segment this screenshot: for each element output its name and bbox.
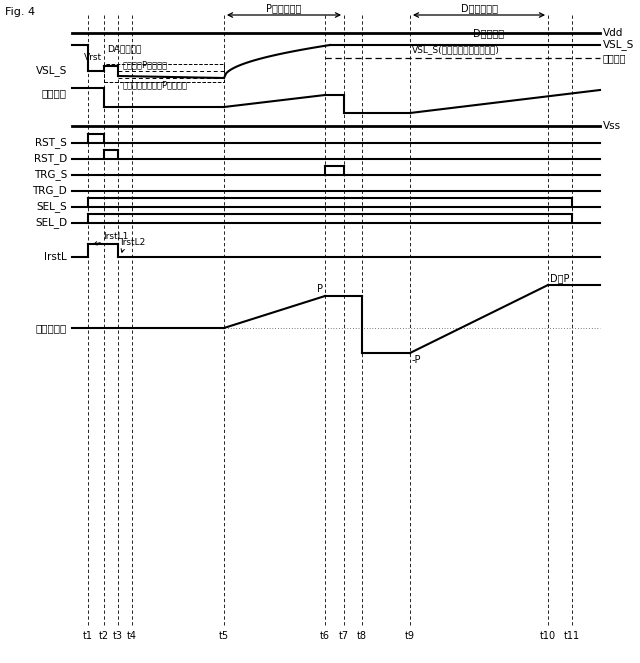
Bar bbox=[104, 64, 224, 82]
Text: t10: t10 bbox=[540, 631, 556, 641]
Text: TRG_D: TRG_D bbox=[32, 186, 67, 196]
Text: VSL_S(動作点調整しない場合): VSL_S(動作点調整しない場合) bbox=[412, 45, 500, 54]
Text: t7: t7 bbox=[339, 631, 349, 641]
Text: t9: t9 bbox=[405, 631, 415, 641]
Text: IrstL1: IrstL1 bbox=[103, 232, 129, 241]
Text: Vdd: Vdd bbox=[603, 28, 623, 38]
Text: RST_S: RST_S bbox=[35, 137, 67, 149]
Text: VSL_S: VSL_S bbox=[36, 66, 67, 76]
Text: t8: t8 bbox=[357, 631, 367, 641]
Text: DA性能改善: DA性能改善 bbox=[107, 44, 141, 53]
Text: t1: t1 bbox=[83, 631, 93, 641]
Text: t11: t11 bbox=[564, 631, 580, 641]
Text: 最適動作P相レベル: 最適動作P相レベル bbox=[123, 60, 168, 69]
Text: t4: t4 bbox=[127, 631, 137, 641]
Text: TRG_S: TRG_S bbox=[34, 170, 67, 180]
Text: P相比較期間: P相比較期間 bbox=[266, 3, 301, 13]
Text: VSL_S: VSL_S bbox=[603, 40, 634, 50]
Text: IrstL2: IrstL2 bbox=[120, 238, 145, 247]
Text: t5: t5 bbox=[219, 631, 229, 641]
Text: t2: t2 bbox=[99, 631, 109, 641]
Text: 参照信号: 参照信号 bbox=[603, 53, 627, 63]
Text: Vss: Vss bbox=[603, 121, 621, 131]
Text: SEL_D: SEL_D bbox=[35, 217, 67, 229]
Text: カウント値: カウント値 bbox=[36, 323, 67, 333]
Text: D－P: D－P bbox=[550, 273, 570, 283]
Text: IrstL: IrstL bbox=[44, 252, 67, 262]
Text: D相レベル: D相レベル bbox=[474, 28, 504, 38]
Text: -P: -P bbox=[412, 355, 422, 365]
Text: t3: t3 bbox=[113, 631, 123, 641]
Text: P: P bbox=[317, 284, 323, 294]
Text: t6: t6 bbox=[320, 631, 330, 641]
Text: D相比較期間: D相比較期間 bbox=[461, 3, 497, 13]
Text: Vrst: Vrst bbox=[84, 53, 102, 62]
Text: SEL_S: SEL_S bbox=[36, 202, 67, 212]
Text: 差動増幅器の固有P相レベル: 差動増幅器の固有P相レベル bbox=[123, 80, 188, 89]
Text: Fig. 4: Fig. 4 bbox=[5, 7, 35, 17]
Text: RST_D: RST_D bbox=[34, 154, 67, 164]
Text: 参照信号: 参照信号 bbox=[42, 88, 67, 98]
